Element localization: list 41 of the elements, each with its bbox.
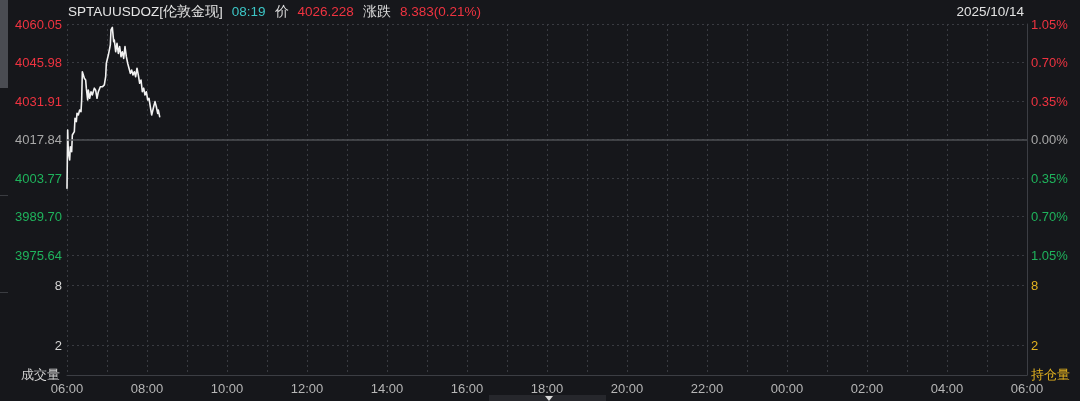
chart-subtitle: 2025/10/14	[956, 3, 1024, 21]
x-tick-label: 12:00	[290, 381, 324, 396]
y2-tick-label: 0.35%	[1031, 170, 1069, 186]
x-tick-label: 20:00	[610, 381, 644, 396]
x-tick-label: 10:00	[210, 381, 244, 396]
y2-tick-label: 2	[1031, 337, 1039, 353]
x-tick-label: 22:00	[690, 381, 724, 396]
y-tick-label: 4003.77	[15, 170, 62, 186]
y2-tick-label: 0.70%	[1031, 209, 1069, 224]
text: 涨跌	[362, 3, 391, 21]
text: 价	[274, 3, 289, 21]
y-tick-label: 4060.05	[15, 16, 62, 32]
x-tick-label: 16:00	[450, 381, 484, 396]
y2-tick-label: 1.05%	[1031, 16, 1069, 32]
x-tick-label: 06:00	[1010, 381, 1044, 396]
y2-tick-label: 0.00%	[1031, 132, 1069, 147]
x-tick-label: 08:00	[130, 381, 164, 396]
line-series	[66, 26, 161, 190]
x-tick-label: 06:00	[50, 381, 84, 396]
y2-tick-label: 1.05%	[1031, 247, 1069, 263]
y-tick-label: 4045.98	[15, 55, 62, 70]
y2-tick-label: 0.70%	[1031, 55, 1069, 70]
y2-tick-label: 0.35%	[1031, 93, 1069, 109]
y-tick-label: 4017.84	[15, 132, 62, 148]
x-tick-label: 02:00	[850, 381, 884, 396]
text: 08:19	[231, 3, 266, 21]
y-tick-label: 3975.64	[15, 247, 62, 263]
text: 8.383(0.21%)	[399, 3, 481, 21]
y2-tick-label: 8	[1031, 277, 1039, 293]
y-tick-label: 4031.91	[15, 93, 62, 109]
text: 4026.228	[297, 3, 354, 21]
y-axis-title: 成交量	[21, 367, 60, 382]
y-tick-label: 2	[54, 337, 62, 353]
x-tick-label: 00:00	[770, 381, 804, 396]
y-tick-label: 8	[54, 277, 62, 293]
chart-title: SPTAUUSDOZ[伦敦金现]	[68, 3, 223, 21]
x-tick-label: 04:00	[930, 381, 964, 396]
x-tick-label: 18:00	[530, 381, 564, 396]
y-tick-label: 3989.70	[15, 209, 62, 225]
y2-axis-title: 持仓量	[1031, 368, 1070, 382]
x-tick-label: 14:00	[370, 381, 404, 396]
